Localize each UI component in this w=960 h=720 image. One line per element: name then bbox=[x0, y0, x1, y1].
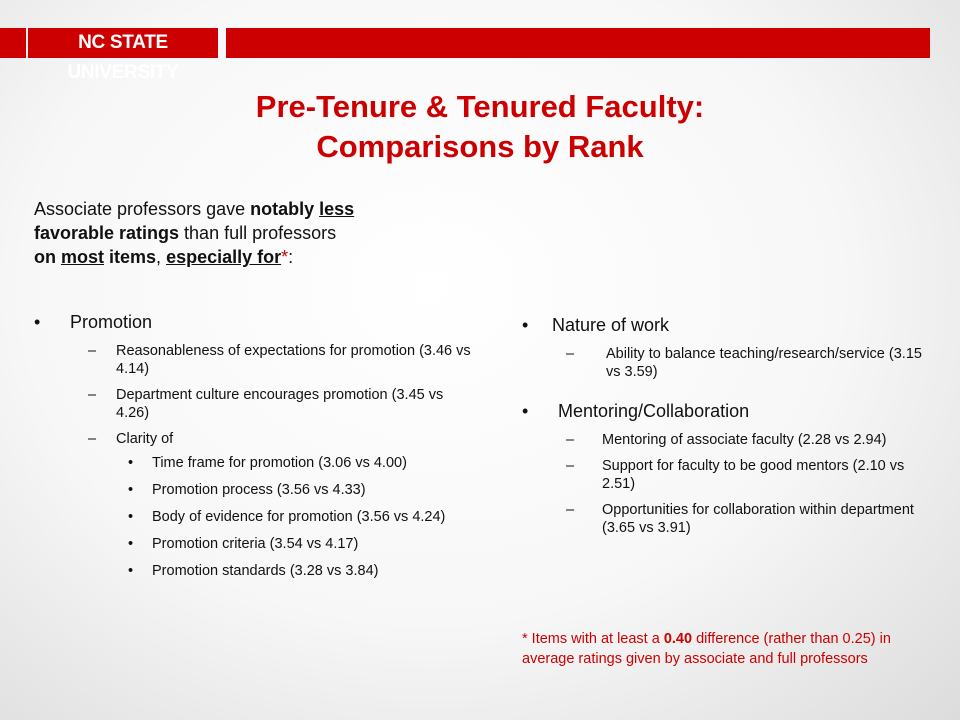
bullet-label: Promotion bbox=[70, 312, 153, 332]
bullet-label: Mentoring/Collaboration bbox=[558, 401, 750, 421]
slide-title: Pre-Tenure & Tenured Faculty: Comparison… bbox=[0, 87, 960, 167]
bullet-label: Nature of work bbox=[552, 315, 670, 335]
intro-text: Associate professors gave bbox=[34, 199, 251, 219]
bullet-glyph: • bbox=[128, 536, 134, 552]
bullet-glyph: • bbox=[522, 315, 529, 335]
intro-asterisk: * bbox=[281, 247, 289, 267]
sub-list-item: • Promotion process (3.56 vs 4.33) bbox=[34, 481, 474, 499]
intro-especially: especially for bbox=[166, 247, 282, 267]
footnote-text-2: difference (rather than 0.25) in average… bbox=[522, 631, 891, 667]
list-item-text: Opportunities for collaboration within d… bbox=[602, 502, 914, 536]
sub-list-item: • Promotion criteria (3.54 vs 4.17) bbox=[34, 535, 474, 553]
intro-notably: notably bbox=[250, 199, 320, 219]
bullet-glyph: • bbox=[128, 509, 134, 525]
bullet-mentoring: • Mentoring/Collaboration bbox=[522, 399, 934, 423]
dash-glyph: – bbox=[566, 432, 575, 448]
dash-glyph: – bbox=[566, 502, 575, 518]
list-item-text: Department culture encourages promotion … bbox=[116, 387, 444, 421]
footnote: * Items with at least a 0.40 difference … bbox=[522, 629, 934, 669]
list-item: – Department culture encourages promotion… bbox=[34, 386, 474, 422]
sub-list-item-text: Promotion criteria (3.54 vs 4.17) bbox=[152, 536, 359, 552]
list-item-text: Support for faculty to be good mentors (… bbox=[602, 458, 905, 492]
bullet-promotion: • Promotion bbox=[34, 310, 474, 334]
list-item: – Reasonableness of expectations for prom… bbox=[34, 342, 474, 378]
title-line-2: Comparisons by Rank bbox=[316, 129, 644, 164]
intro-most: most bbox=[61, 247, 105, 267]
dash-glyph: – bbox=[88, 387, 97, 403]
logo-text: NC STATE UNIVERSITY bbox=[67, 32, 179, 83]
sub-list-item: • Promotion standards (3.28 vs 3.84) bbox=[34, 562, 474, 580]
dash-glyph: – bbox=[566, 458, 575, 474]
sub-list-item-text: Time frame for promotion (3.06 vs 4.00) bbox=[152, 455, 407, 471]
bullet-nature-of-work: • Nature of work bbox=[522, 313, 934, 337]
footnote-threshold: 0.40 bbox=[663, 631, 693, 647]
footnote-text: * Items with at least a bbox=[522, 631, 664, 647]
sub-list-item: • Body of evidence for promotion (3.56 vs… bbox=[34, 508, 474, 526]
list-item: – Clarity of bbox=[34, 430, 474, 448]
list-item-text: Ability to balance teaching/research/ser… bbox=[606, 346, 922, 380]
bullet-glyph: • bbox=[34, 312, 41, 332]
header-bar-left bbox=[0, 28, 26, 58]
intro-less: less bbox=[319, 199, 355, 219]
intro-on: on bbox=[34, 247, 61, 267]
intro-items: items bbox=[104, 247, 157, 267]
list-item: – Support for faculty to be good mentors … bbox=[522, 457, 934, 493]
list-item-text: Reasonableness of expectations for promo… bbox=[116, 343, 471, 377]
ncsu-logo: NC STATE UNIVERSITY bbox=[28, 28, 218, 83]
intro-comma: , bbox=[156, 247, 167, 267]
title-line-1: Pre-Tenure & Tenured Faculty: bbox=[255, 89, 705, 124]
sub-list-item: • Time frame for promotion (3.06 vs 4.00) bbox=[34, 454, 474, 472]
list-item-text: Clarity of bbox=[116, 431, 174, 447]
bullet-glyph: • bbox=[128, 482, 134, 498]
list-item-text: Mentoring of associate faculty (2.28 vs … bbox=[602, 432, 887, 448]
bullet-glyph: • bbox=[128, 455, 134, 471]
list-item: – Mentoring of associate faculty (2.28 vs… bbox=[522, 431, 934, 449]
sub-list-item-text: Promotion process (3.56 vs 4.33) bbox=[152, 482, 366, 498]
intro-paragraph: Associate professors gave notably less fa… bbox=[34, 197, 494, 269]
sub-list-item-text: Body of evidence for promotion (3.56 vs … bbox=[152, 509, 446, 525]
dash-glyph: – bbox=[566, 346, 575, 362]
list-item: – Ability to balance teaching/research/se… bbox=[522, 345, 934, 381]
bullet-glyph: • bbox=[522, 401, 529, 421]
bullet-glyph: • bbox=[128, 563, 134, 579]
dash-glyph: – bbox=[88, 343, 97, 359]
intro-favorable: favorable ratings bbox=[34, 223, 180, 243]
intro-text-2: than full professors bbox=[179, 223, 337, 243]
dash-glyph: – bbox=[88, 431, 97, 447]
header-bar-right bbox=[226, 28, 930, 58]
intro-colon: : bbox=[288, 247, 294, 267]
sub-list-item-text: Promotion standards (3.28 vs 3.84) bbox=[152, 563, 379, 579]
list-item: – Opportunities for collaboration within … bbox=[522, 501, 934, 537]
left-column: • Promotion – Reasonableness of expectatio… bbox=[34, 310, 474, 580]
right-column: • Nature of work – Ability to balance teac… bbox=[522, 313, 934, 537]
